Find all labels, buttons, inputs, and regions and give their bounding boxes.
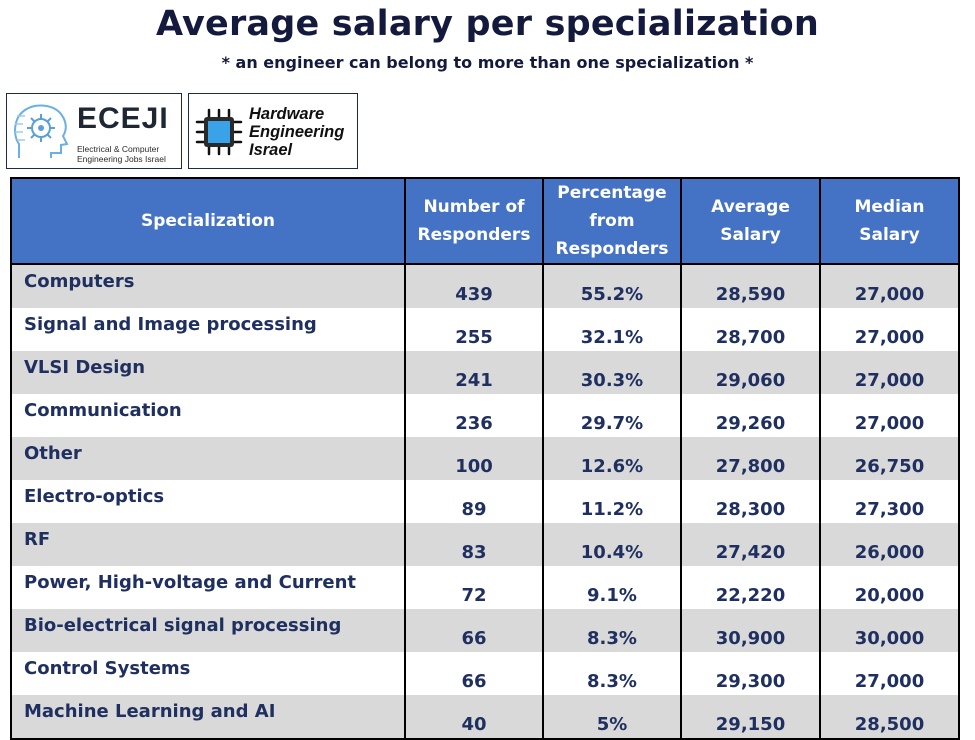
eceji-logo-name: ECEJI xyxy=(77,102,169,135)
cell-responders: 439 xyxy=(404,264,544,308)
eceji-logo-tagline: Electrical & Computer Engineering Jobs I… xyxy=(77,144,166,164)
cell-average-salary: 28,300 xyxy=(680,480,821,523)
cell-percentage: 8.3% xyxy=(542,652,682,695)
cell-average-salary: 28,700 xyxy=(680,308,821,351)
table-row: RF 83 10.4% 27,420 26,000 xyxy=(10,523,960,566)
cell-average-salary: 28,590 xyxy=(680,264,821,308)
cell-percentage: 5% xyxy=(542,695,682,740)
cell-specialization: Communication xyxy=(10,394,406,437)
table-row: Control Systems 66 8.3% 29,300 27,000 xyxy=(10,652,960,695)
cell-median-salary: 30,000 xyxy=(819,609,960,652)
cell-percentage: 29.7% xyxy=(542,394,682,437)
table-row: Computers 439 55.2% 28,590 27,000 xyxy=(10,264,960,308)
cell-specialization: RF xyxy=(10,523,406,566)
cell-specialization: Bio-electrical signal processing xyxy=(10,609,406,652)
cell-specialization: Control Systems xyxy=(10,652,406,695)
cell-percentage: 55.2% xyxy=(542,264,682,308)
header-average-salary: Average Salary xyxy=(680,177,821,265)
cell-specialization: Computers xyxy=(10,264,406,308)
cell-median-salary: 26,750 xyxy=(819,437,960,480)
cell-average-salary: 29,260 xyxy=(680,394,821,437)
table-row: Other 100 12.6% 27,800 26,750 xyxy=(10,437,960,480)
cell-median-salary: 27,000 xyxy=(819,351,960,394)
hw-logo-line-3: Israel xyxy=(249,141,293,159)
cell-percentage: 11.2% xyxy=(542,480,682,523)
table-row: Machine Learning and AI 40 5% 29,150 28,500 xyxy=(10,695,960,740)
table-row: Signal and Image processing 255 32.1% 28,70… xyxy=(10,308,960,351)
cell-responders: 236 xyxy=(404,394,544,437)
cell-median-salary: 27,000 xyxy=(819,394,960,437)
cell-responders: 66 xyxy=(404,609,544,652)
cell-percentage: 8.3% xyxy=(542,609,682,652)
cell-percentage: 10.4% xyxy=(542,523,682,566)
salary-table: Specialization Number of Responders Perc… xyxy=(10,177,960,740)
cell-median-salary: 26,000 xyxy=(819,523,960,566)
cell-median-salary: 20,000 xyxy=(819,566,960,609)
cell-average-salary: 27,800 xyxy=(680,437,821,480)
eceji-logo: ECEJI Electrical & Computer Engineering … xyxy=(6,93,182,169)
cell-average-salary: 29,060 xyxy=(680,351,821,394)
cell-responders: 241 xyxy=(404,351,544,394)
cell-median-salary: 27,000 xyxy=(819,264,960,308)
cell-average-salary: 27,420 xyxy=(680,523,821,566)
cell-median-salary: 27,300 xyxy=(819,480,960,523)
cell-average-salary: 29,150 xyxy=(680,695,821,740)
page-subtitle: * an engineer can belong to more than on… xyxy=(221,53,754,72)
cell-average-salary: 29,300 xyxy=(680,652,821,695)
cell-specialization: Electro-optics xyxy=(10,480,406,523)
cell-responders: 83 xyxy=(404,523,544,566)
cell-responders: 100 xyxy=(404,437,544,480)
cell-specialization: Power, High-voltage and Current xyxy=(10,566,406,609)
header-percentage: Percentage from Responders xyxy=(542,177,682,265)
cell-median-salary: 28,500 xyxy=(819,695,960,740)
hw-logo-line-1: Hardware xyxy=(249,105,325,123)
table-header-row: Specialization Number of Responders Perc… xyxy=(10,177,960,265)
cell-percentage: 30.3% xyxy=(542,351,682,394)
table-row: VLSI Design 241 30.3% 29,060 27,000 xyxy=(10,351,960,394)
hardware-engineering-israel-logo: Hardware Engineering Israel xyxy=(188,93,358,169)
cell-responders: 66 xyxy=(404,652,544,695)
cell-median-salary: 27,000 xyxy=(819,652,960,695)
header-median-salary: Median Salary xyxy=(819,177,960,265)
cell-responders: 40 xyxy=(404,695,544,740)
table-row: Communication 236 29.7% 29,260 27,000 xyxy=(10,394,960,437)
header-number-of-responders: Number of Responders xyxy=(404,177,544,265)
table-row: Electro-optics 89 11.2% 28,300 27,300 xyxy=(10,480,960,523)
cell-average-salary: 22,220 xyxy=(680,566,821,609)
cell-percentage: 12.6% xyxy=(542,437,682,480)
cell-average-salary: 30,900 xyxy=(680,609,821,652)
cell-percentage: 9.1% xyxy=(542,566,682,609)
table-row: Bio-electrical signal processing 66 8.3% 30… xyxy=(10,609,960,652)
page-title: Average salary per specialization xyxy=(155,4,820,44)
cell-responders: 89 xyxy=(404,480,544,523)
table-body: Computers 439 55.2% 28,590 27,000 Signal and … xyxy=(10,264,960,740)
cell-specialization: Other xyxy=(10,437,406,480)
microchip-icon xyxy=(195,108,243,156)
cell-responders: 72 xyxy=(404,566,544,609)
cell-specialization: VLSI Design xyxy=(10,351,406,394)
cell-specialization: Signal and Image processing xyxy=(10,308,406,351)
cell-percentage: 32.1% xyxy=(542,308,682,351)
brain-circuit-icon xyxy=(14,104,69,158)
hw-logo-line-2: Engineering xyxy=(249,123,345,141)
header-specialization: Specialization xyxy=(10,177,406,265)
cell-median-salary: 27,000 xyxy=(819,308,960,351)
cell-responders: 255 xyxy=(404,308,544,351)
cell-specialization: Machine Learning and AI xyxy=(10,695,406,740)
table-row: Power, High-voltage and Current 72 9.1% 22,… xyxy=(10,566,960,609)
